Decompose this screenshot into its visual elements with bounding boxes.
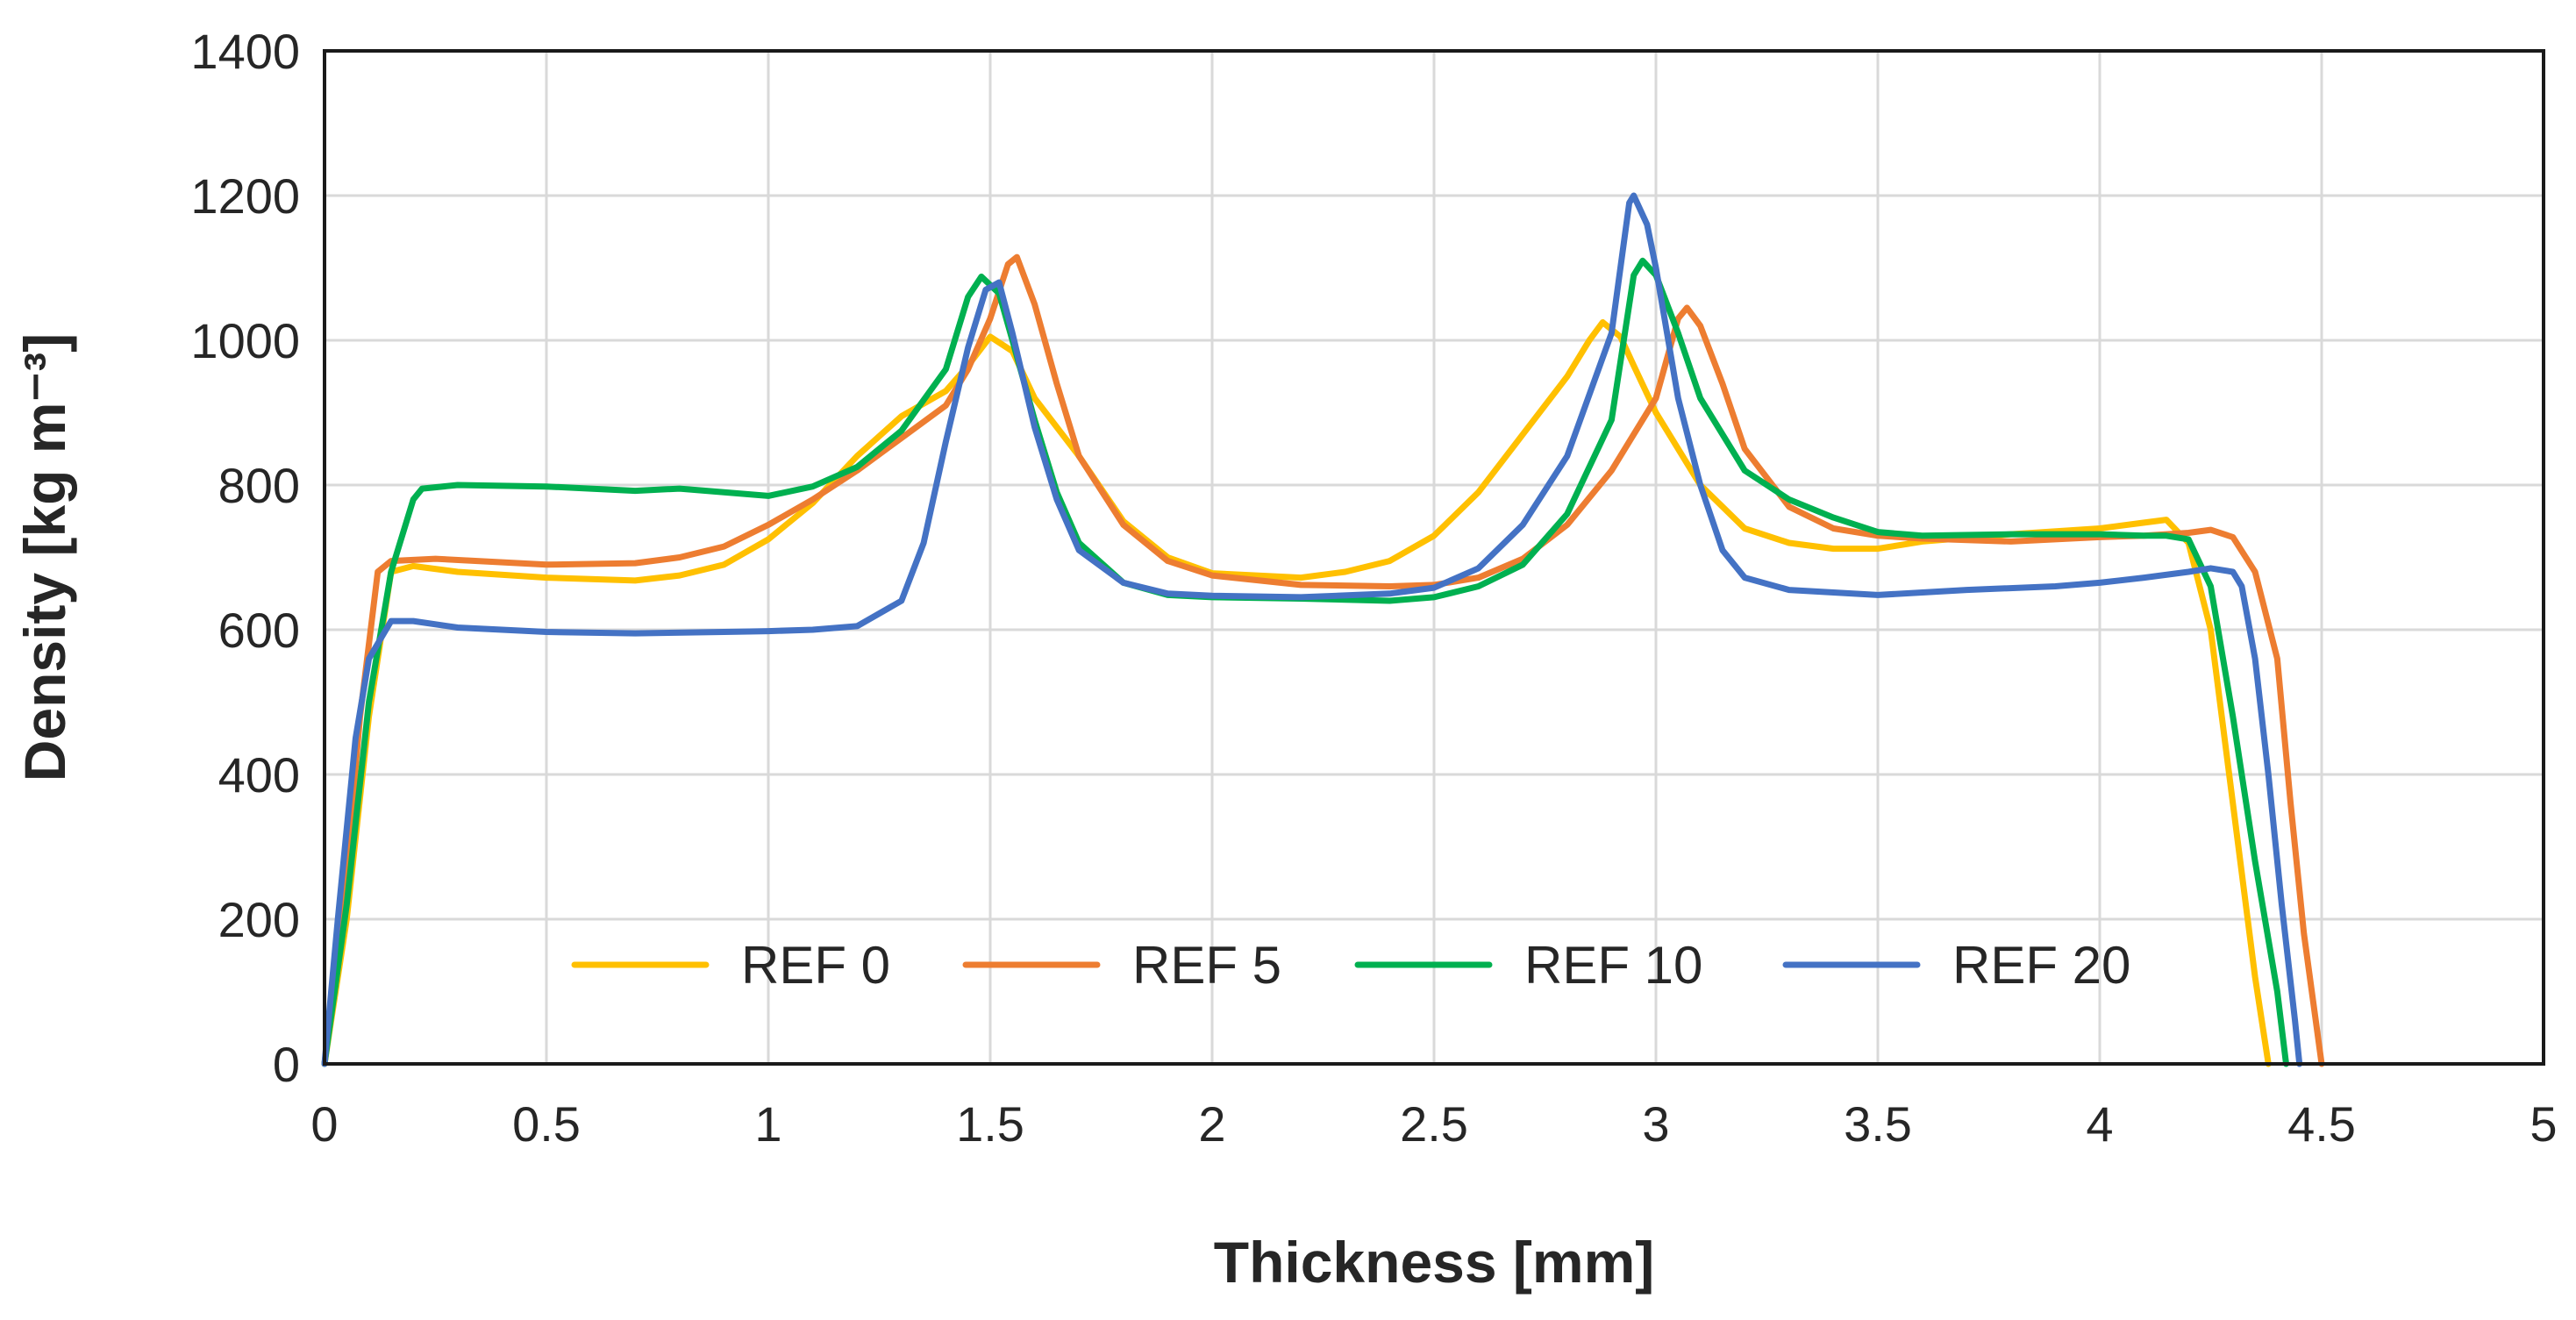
legend: REF 0 REF 5 REF 10 REF 20 [571, 936, 2130, 995]
x-tick-label: 0.5 [512, 1096, 581, 1152]
x-tick-label: 3 [1642, 1096, 1669, 1152]
x-tick-label: 5 [2530, 1096, 2557, 1152]
y-tick-label: 0 [273, 1037, 300, 1092]
legend-label: REF 0 [741, 936, 890, 995]
x-tick-label: 2.5 [1400, 1096, 1468, 1152]
x-tick-label: 2 [1198, 1096, 1225, 1152]
y-tick-label: 1400 [190, 24, 300, 79]
y-tick-label: 1000 [190, 313, 300, 368]
y-tick-label: 200 [218, 892, 300, 947]
gridlines [323, 49, 2545, 1066]
plot-area-border [323, 49, 2545, 1066]
x-tick-label: 1.5 [956, 1096, 1024, 1152]
y-tick-label: 600 [218, 603, 300, 658]
x-tick-label: 4.5 [2287, 1096, 2356, 1152]
x-axis-title: Thickness [mm] [1214, 1230, 1654, 1295]
series-lines [321, 192, 2325, 1067]
y-axis-title: Density [kg m⁻³] [12, 333, 77, 782]
series-line-ref-20 [321, 192, 2303, 1067]
legend-label: REF 5 [1132, 936, 1281, 995]
y-tick-label: 800 [218, 458, 300, 513]
legend-label: REF 20 [1952, 936, 2130, 995]
x-tick-label: 0 [310, 1096, 338, 1152]
y-tick-label: 1200 [190, 168, 300, 224]
x-tick-label: 4 [2086, 1096, 2113, 1152]
x-tick-label: 3.5 [1844, 1096, 1912, 1152]
legend-label: REF 10 [1524, 936, 1702, 995]
y-tick-label: 400 [218, 747, 300, 803]
x-tick-label: 1 [754, 1096, 781, 1152]
x-axis-ticks: 0 0.5 1 1.5 2 2.5 3 3.5 4 4.5 5 [310, 1096, 2557, 1152]
y-axis-ticks: 0 200 400 600 800 1000 1200 1400 [190, 24, 300, 1092]
